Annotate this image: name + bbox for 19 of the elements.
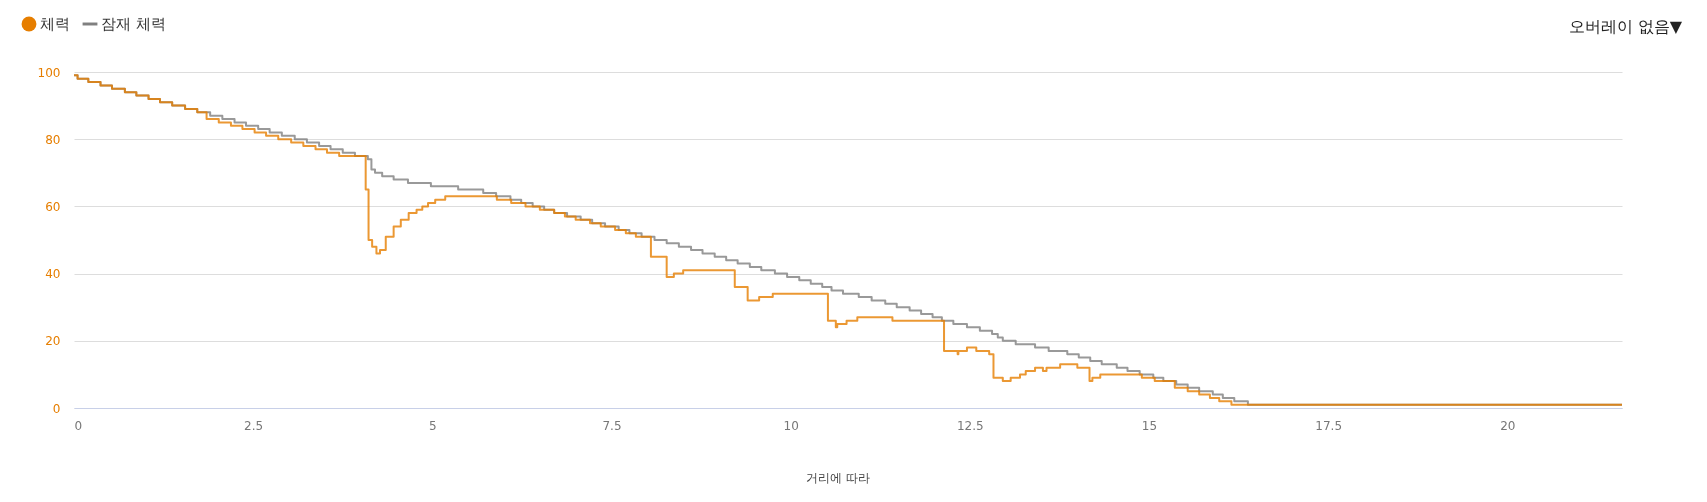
x-tick-label: 17.5 [1315, 418, 1343, 433]
text: 거리에 따라 [806, 471, 870, 485]
legend-label: 잠재 체력 [101, 15, 166, 33]
x-tick-label: 5 [429, 418, 437, 433]
y-tick-label: 0 [52, 401, 61, 416]
y-tick-label: 100 [37, 65, 61, 80]
x-tick-label: 10 [783, 418, 799, 433]
text: 오버레이 없음▼ [1568, 17, 1683, 36]
y-tick-label: 20 [45, 334, 61, 349]
x-tick-label: 2.5 [244, 418, 264, 433]
x-tick-label: 7.5 [602, 418, 622, 433]
x-tick-label: 12.5 [956, 418, 984, 433]
y-tick-label: 40 [45, 267, 61, 282]
x-tick-label: 20 [1500, 418, 1516, 433]
y-tick-label: 60 [45, 199, 61, 214]
x-tick-label: 0 [74, 418, 83, 433]
legend-label: 체력 [40, 15, 70, 33]
y-tick-label: 80 [45, 132, 61, 147]
x-tick-label: 15 [1141, 418, 1158, 433]
